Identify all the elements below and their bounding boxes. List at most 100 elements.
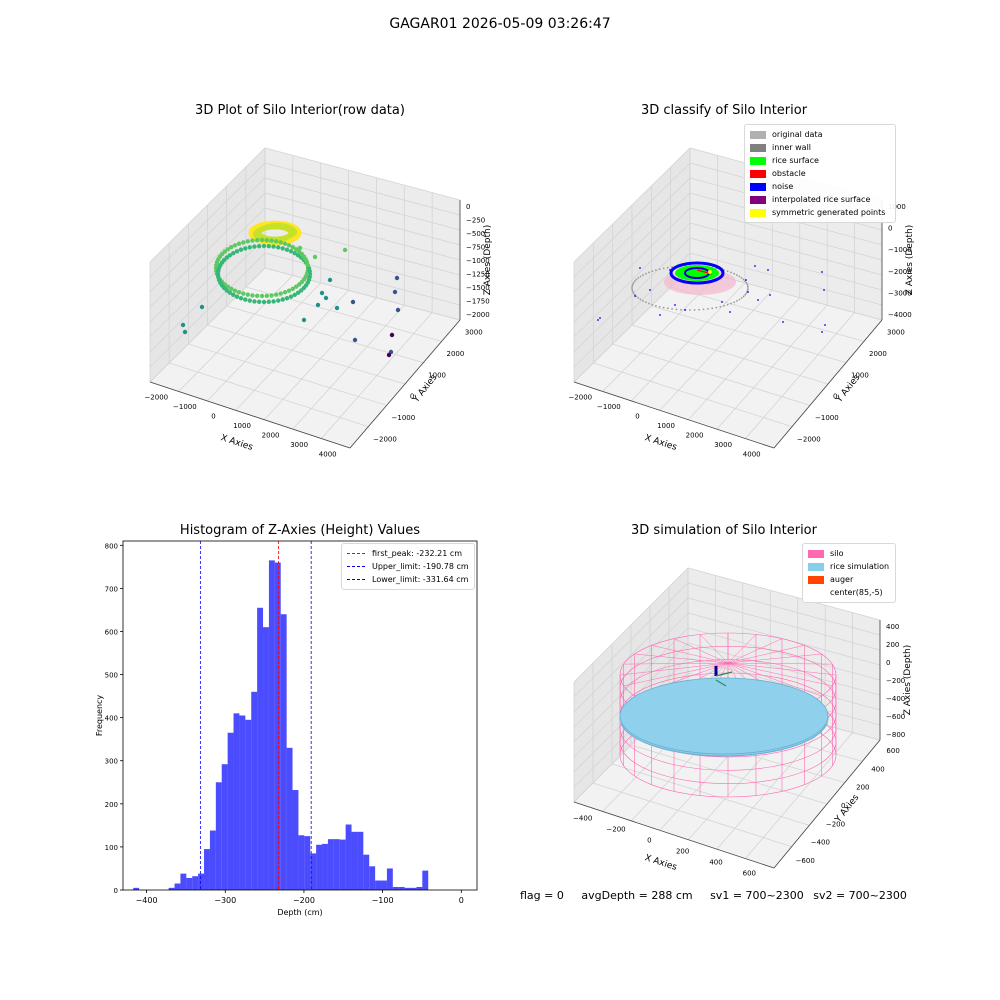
panel4-legend: silo rice simulation auger center(85,-5) xyxy=(802,543,896,603)
panel1-point xyxy=(278,240,283,245)
panel2-noise-point xyxy=(767,269,769,271)
panel4-legend-label: auger xyxy=(830,575,854,584)
panel4-y-tick-label: 200 xyxy=(856,784,869,792)
panel1-x-axis-label: X Axies xyxy=(219,433,254,453)
histogram-bar xyxy=(310,853,317,890)
panel2-symmetric-point xyxy=(708,270,712,274)
panel2-point xyxy=(698,308,700,311)
panel1-point xyxy=(323,295,329,301)
panel2-point xyxy=(633,280,636,283)
panel2-point xyxy=(746,288,749,291)
panel1-point xyxy=(250,293,255,298)
histogram-y-tick-label: 700 xyxy=(105,585,118,593)
panel4-roof-line xyxy=(727,634,757,664)
panel2-point xyxy=(631,287,633,289)
panel1-y-tick-label: 0 xyxy=(410,393,414,401)
panel2-noise-point xyxy=(754,265,756,267)
panel4-legend-label: silo xyxy=(830,549,844,558)
panel1-point xyxy=(261,299,267,305)
histogram-bar xyxy=(398,886,405,890)
histogram-y-tick-label: 400 xyxy=(105,715,118,723)
panel2-point xyxy=(702,308,705,311)
panel4-y-tick-label: −600 xyxy=(796,857,815,865)
panel2-point xyxy=(666,266,669,269)
panel4-x-tick-label: −400 xyxy=(573,815,592,823)
panel1-scatter xyxy=(180,220,401,358)
panel2-point xyxy=(730,271,732,274)
histogram-bar xyxy=(209,830,216,890)
histogram-bar xyxy=(298,835,305,890)
histogram-x-tick-label: −400 xyxy=(136,896,158,905)
panel1-point xyxy=(232,243,238,248)
panel2-point xyxy=(715,306,718,309)
histogram-legend-item: Upper_limit: -190.78 cm xyxy=(347,560,469,573)
panel1-point xyxy=(269,238,274,243)
panel2-noise-point xyxy=(639,267,641,269)
panel2-point xyxy=(635,295,638,298)
panel2-legend-item: obstacle xyxy=(750,167,890,180)
panel2-legend-item: rice surface xyxy=(750,154,890,167)
panel2-point xyxy=(666,307,669,310)
histogram-bar xyxy=(280,614,287,890)
panel2-grid-line xyxy=(573,207,883,323)
panel2-point xyxy=(740,277,743,279)
histogram-bar xyxy=(292,790,299,890)
panel2-noise-ring xyxy=(669,261,725,285)
histogram-y-tick-label: 500 xyxy=(105,672,118,680)
panel1-point xyxy=(222,249,227,254)
panel1-point xyxy=(199,304,205,310)
histogram-x-tick-label: −300 xyxy=(214,896,236,905)
panel2-noise-point xyxy=(824,324,826,326)
panel4-y-tick-label: 0 xyxy=(841,802,845,810)
panel2-point xyxy=(730,302,732,305)
panel1-point xyxy=(394,275,400,281)
panel2-legend: original data inner wall rice surface obsta… xyxy=(744,124,896,223)
panel4-y-tick-label: −400 xyxy=(811,839,830,847)
panel4-grid-line xyxy=(592,782,792,848)
panel1-point xyxy=(286,243,292,248)
panel2-point xyxy=(675,308,678,311)
panel2-point xyxy=(746,285,749,288)
panel1-point xyxy=(238,296,244,301)
panel4-legend-swatch xyxy=(808,588,824,597)
panel2-point xyxy=(742,278,745,281)
panel1-point xyxy=(315,302,321,308)
panel1-x-tick-label: 4000 xyxy=(319,450,337,458)
panel4-grid-line xyxy=(611,763,810,826)
panel1-z-tick-label: −2000 xyxy=(466,311,490,319)
panel2-point xyxy=(723,304,725,307)
panel2-noise-point xyxy=(757,299,759,301)
panel1-z-axis-label: Z Axies (Depth) xyxy=(483,225,493,296)
histogram-bar xyxy=(316,844,323,890)
panel4-z-tick-label: −600 xyxy=(886,713,905,721)
panel2-point xyxy=(651,303,654,306)
panel1-grid-line xyxy=(188,343,387,406)
panel4-z-tick-label: 0 xyxy=(886,659,890,667)
panel2-point xyxy=(632,281,635,284)
panel1-point xyxy=(288,294,294,299)
panel2-point xyxy=(637,277,640,279)
histogram-bar xyxy=(333,839,340,890)
panel2-noise-point xyxy=(649,289,651,291)
panel1-point xyxy=(293,247,299,252)
panel2-x-tick-label: 4000 xyxy=(743,450,761,458)
panel1-point xyxy=(256,243,262,249)
panel1-y-axis-line xyxy=(349,319,461,449)
histogram-bar xyxy=(180,873,187,890)
histogram-y-tick-label: 300 xyxy=(105,758,118,766)
panel1-y-tick-label: 2000 xyxy=(447,350,465,358)
histogram-y-tick-label: 100 xyxy=(105,844,118,852)
panel2-noise-point xyxy=(659,314,661,316)
panel4-x-axis-line xyxy=(573,801,775,869)
panel2-point xyxy=(655,269,657,272)
panel2-point xyxy=(733,301,736,304)
panel4-legend-label: rice simulation xyxy=(830,562,890,571)
panel1-point xyxy=(241,240,246,245)
panel1-y-tick-label: −2000 xyxy=(373,435,397,443)
panel1-point xyxy=(234,294,240,299)
panel2-noise-point xyxy=(745,279,747,281)
panel2-y-tick-label: 0 xyxy=(833,393,837,401)
panel1-point xyxy=(286,288,292,293)
panel1-x-axis-line xyxy=(149,381,351,449)
panel1-point xyxy=(297,282,302,287)
